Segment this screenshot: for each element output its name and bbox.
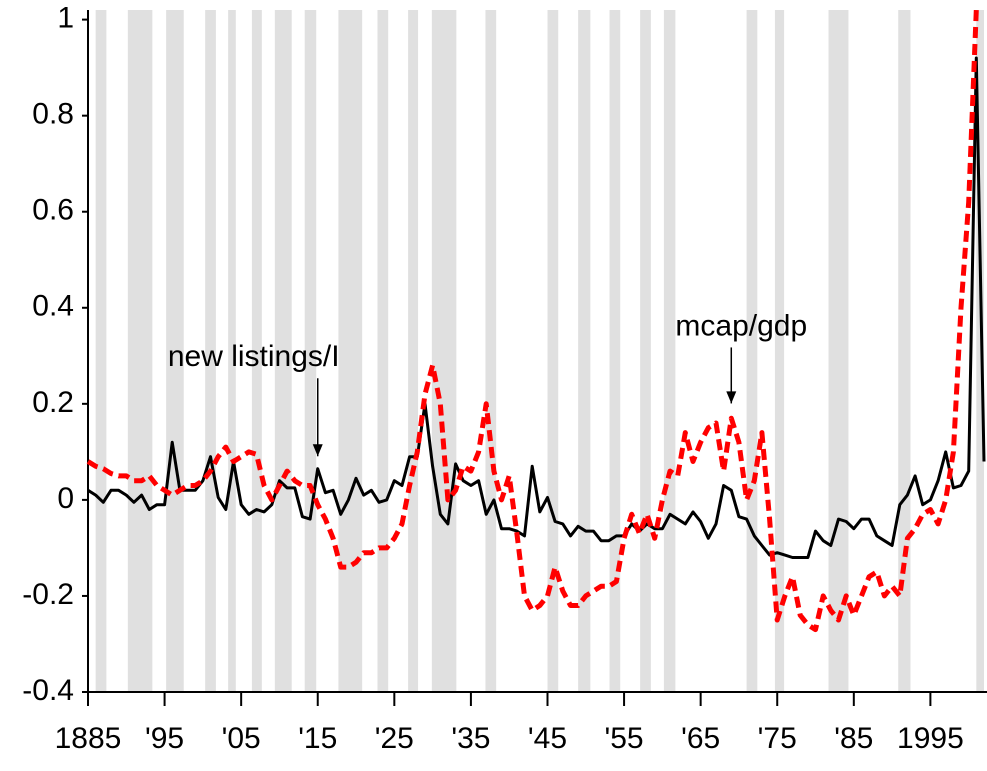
shaded-period — [609, 10, 621, 692]
x-tick-label: 1885 — [55, 722, 122, 755]
shaded-period — [578, 10, 591, 692]
y-tick-label: 0 — [57, 482, 74, 515]
shaded-period — [377, 10, 389, 692]
x-tick-label: '85 — [834, 722, 873, 755]
y-tick-label: 1 — [57, 2, 74, 35]
shaded-period — [95, 10, 107, 692]
shaded-period — [228, 10, 236, 692]
shaded-period — [251, 10, 262, 692]
shaded-period — [485, 10, 497, 692]
shaded-period — [166, 10, 184, 692]
shaded-period — [663, 10, 676, 692]
shaded-period — [274, 10, 292, 692]
x-tick-label: '75 — [758, 722, 797, 755]
x-tick-label: 1995 — [897, 722, 964, 755]
x-tick-label: '25 — [375, 722, 414, 755]
shaded-period — [828, 10, 849, 692]
shaded-period — [774, 10, 785, 692]
x-tick-label: '35 — [451, 722, 490, 755]
shaded-period — [408, 10, 419, 692]
series-line — [87, 56, 986, 559]
y-tick-label: 0.2 — [32, 386, 74, 419]
shaded-period — [127, 10, 153, 692]
shaded-period — [205, 10, 216, 692]
shaded-period — [547, 10, 559, 692]
x-tick-label: '95 — [145, 722, 184, 755]
x-tick-label: '45 — [528, 722, 567, 755]
shaded-period — [338, 10, 363, 692]
shaded-period — [304, 10, 317, 692]
shaded-period — [898, 10, 911, 692]
x-tick-label: '65 — [681, 722, 720, 755]
shaded-period — [746, 10, 758, 692]
y-tick-label: 0.8 — [32, 98, 74, 131]
x-tick-label: '05 — [222, 722, 261, 755]
x-tick-label: '55 — [605, 722, 644, 755]
annotation-label: new listings/I — [168, 340, 340, 373]
x-tick-label: '15 — [298, 722, 337, 755]
y-tick-label: -0.2 — [22, 578, 74, 611]
y-tick-label: 0.6 — [32, 194, 74, 227]
series-line — [86, 9, 979, 633]
y-tick-label: -0.4 — [22, 674, 74, 707]
annotation-arrowhead — [726, 391, 737, 404]
annotation-arrowhead — [312, 444, 323, 457]
shaded-period — [640, 10, 651, 692]
y-tick-label: 0.4 — [32, 290, 74, 323]
shaded-period — [431, 10, 457, 692]
annotation-label: mcap/gdp — [675, 309, 807, 342]
shaded-period — [976, 10, 984, 692]
